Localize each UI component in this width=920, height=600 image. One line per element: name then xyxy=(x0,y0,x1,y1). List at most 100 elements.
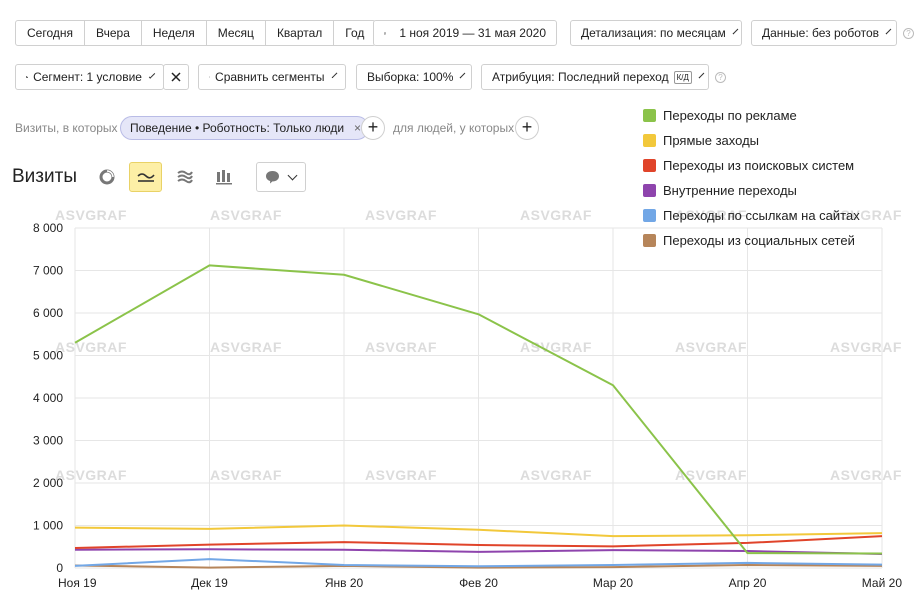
people-filter-label: для людей, у которых xyxy=(393,121,515,135)
period-month-button[interactable]: Месяц xyxy=(207,21,266,45)
y-tick-label: 0 xyxy=(56,561,63,575)
y-tick-label: 5 000 xyxy=(33,349,63,363)
watermark-text: ASVGRAF xyxy=(55,467,127,483)
watermark-text: ASVGRAF xyxy=(520,339,592,355)
watermark-text: ASVGRAF xyxy=(210,339,282,355)
calendar-icon xyxy=(384,32,387,34)
view-area-button[interactable] xyxy=(168,162,201,192)
legend-label: Переходы из социальных сетей xyxy=(663,233,855,248)
period-today-button[interactable]: Сегодня xyxy=(16,21,85,45)
date-range-label: 1 ноя 2019 — 31 мая 2020 xyxy=(399,26,546,40)
attribution-dropdown[interactable]: Атрибуция: Последний переход К/Д xyxy=(481,64,709,90)
add-people-filter-button[interactable]: + xyxy=(515,116,539,140)
help-icon[interactable]: ? xyxy=(903,28,914,39)
segments-icon xyxy=(209,76,211,78)
bar-chart-icon xyxy=(215,170,232,185)
page-title: Визиты xyxy=(12,166,77,187)
legend-swatch xyxy=(643,184,656,197)
legend-label: Внутренние переходы xyxy=(663,183,797,198)
watermark-text: ASVGRAF xyxy=(55,339,127,355)
series-line xyxy=(74,564,883,569)
filter-chip-label: Поведение • Роботность: Только люди xyxy=(130,121,345,135)
comment-icon xyxy=(266,171,279,184)
period-year-button[interactable]: Год xyxy=(345,26,365,40)
detail-dropdown[interactable]: Детализация: по месяцам xyxy=(570,20,742,46)
y-tick-label: 3 000 xyxy=(33,434,63,448)
watermark-text: ASVGRAF xyxy=(365,467,437,483)
x-tick-label: Ноя 19 xyxy=(58,576,97,590)
pie-icon xyxy=(26,76,28,78)
series-line xyxy=(74,524,883,538)
watermark-text: ASVGRAF xyxy=(210,207,282,223)
filters-prefix: Визиты, в которых xyxy=(15,121,118,135)
legend-item[interactable]: Переходы по ссылкам на сайтах xyxy=(643,203,860,228)
watermark-text: ASVGRAF xyxy=(675,339,747,355)
watermark-text: ASVGRAF xyxy=(55,207,127,223)
y-tick-label: 7 000 xyxy=(33,264,63,278)
legend-item[interactable]: Внутренние переходы xyxy=(643,178,860,203)
series-line xyxy=(74,264,883,555)
period-week-button[interactable]: Неделя xyxy=(142,21,207,45)
annotations-dropdown[interactable] xyxy=(256,162,306,192)
sample-dropdown[interactable]: Выборка: 100% xyxy=(356,64,472,90)
y-tick-label: 2 000 xyxy=(33,476,63,490)
watermark-text: ASVGRAF xyxy=(365,207,437,223)
y-tick-label: 8 000 xyxy=(33,221,63,235)
series-line xyxy=(74,535,883,550)
legend-label: Переходы по ссылкам на сайтах xyxy=(663,208,860,223)
detail-label: Детализация: по месяцам xyxy=(581,26,726,40)
legend-swatch xyxy=(643,134,656,147)
line-chart-icon xyxy=(136,173,155,182)
period-quarter-button[interactable]: Квартал xyxy=(266,21,335,45)
x-tick-label: Дек 19 xyxy=(191,576,228,590)
legend-label: Прямые заходы xyxy=(663,133,760,148)
close-icon[interactable]: × xyxy=(354,121,362,135)
compare-segments-dropdown[interactable]: Сравнить сегменты xyxy=(198,64,346,90)
legend-item[interactable]: Прямые заходы xyxy=(643,128,860,153)
watermark-text: ASVGRAF xyxy=(830,339,902,355)
legend-item[interactable]: Переходы по рекламе xyxy=(643,103,860,128)
view-pie-button[interactable] xyxy=(90,162,123,192)
legend-swatch xyxy=(643,109,656,122)
area-chart-icon xyxy=(176,170,193,184)
filter-chip[interactable]: Поведение • Роботность: Только люди × xyxy=(120,116,370,140)
watermark-text: ASVGRAF xyxy=(520,207,592,223)
period-selector: Сегодня Вчера Неделя Месяц Квартал Год xyxy=(15,20,377,46)
y-tick-label: 1 000 xyxy=(33,519,63,533)
attribution-badge: К/Д xyxy=(673,70,692,84)
add-visit-filter-button[interactable]: + xyxy=(361,116,385,140)
x-tick-label: Май 20 xyxy=(862,576,903,590)
legend-item[interactable]: Переходы из социальных сетей xyxy=(643,228,860,253)
watermark-text: ASVGRAF xyxy=(210,467,282,483)
watermark-text: ASVGRAF xyxy=(520,467,592,483)
attribution-label: Атрибуция: Последний переход xyxy=(492,70,669,84)
data-filter-label: Данные: без роботов xyxy=(762,26,880,40)
sample-label: Выборка: 100% xyxy=(367,70,454,84)
x-tick-label: Янв 20 xyxy=(325,576,364,590)
close-icon xyxy=(171,72,181,82)
data-filter-dropdown[interactable]: Данные: без роботов xyxy=(751,20,897,46)
view-line-button[interactable] xyxy=(129,162,162,192)
watermark-text: ASVGRAF xyxy=(365,339,437,355)
x-tick-label: Мар 20 xyxy=(593,576,633,590)
clear-segment-button[interactable] xyxy=(163,64,189,90)
watermark-text: ASVGRAF xyxy=(830,207,902,223)
date-range-button[interactable]: 1 ноя 2019 — 31 мая 2020 xyxy=(373,20,557,46)
legend-label: Переходы из поисковых систем xyxy=(663,158,855,173)
legend-swatch xyxy=(643,159,656,172)
chart-legend: Переходы по рекламе Прямые заходы Переходы… xyxy=(643,103,860,253)
view-bar-button[interactable] xyxy=(207,162,240,192)
period-yesterday-button[interactable]: Вчера xyxy=(85,21,142,45)
x-tick-label: Фев 20 xyxy=(459,576,498,590)
legend-label: Переходы по рекламе xyxy=(663,108,797,123)
pie-chart-icon xyxy=(99,169,114,185)
series-line xyxy=(74,548,883,555)
series-line xyxy=(74,558,883,568)
watermark-text: ASVGRAF xyxy=(675,467,747,483)
help-icon[interactable]: ? xyxy=(715,72,726,83)
watermark-text: ASVGRAF xyxy=(830,467,902,483)
y-tick-label: 6 000 xyxy=(33,306,63,320)
legend-item[interactable]: Переходы из поисковых систем xyxy=(643,153,860,178)
compare-label: Сравнить сегменты xyxy=(215,70,325,84)
